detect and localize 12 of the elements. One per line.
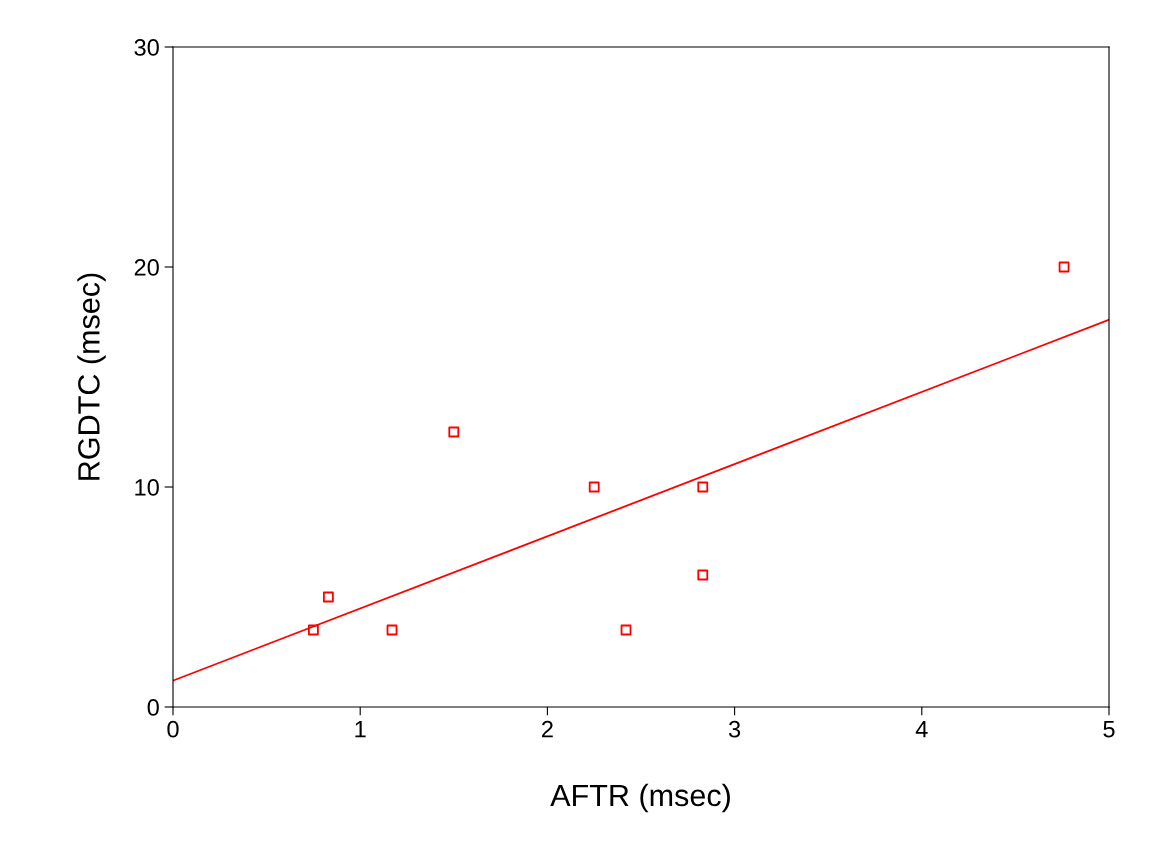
- y-tick-label: 20: [134, 259, 159, 276]
- x-tick-label: 5: [1103, 721, 1115, 738]
- y-tick-label: 0: [147, 699, 159, 716]
- y-tick-label: 30: [134, 39, 159, 56]
- y-axis-title: RGDTC (msec): [77, 273, 106, 480]
- x-tick-label: 3: [728, 720, 741, 738]
- x-tick-label: 4: [915, 721, 928, 738]
- y-tick-label: 10: [135, 479, 159, 496]
- x-tick-label: 0: [167, 720, 179, 738]
- x-axis-title: AFTR (msec): [550, 783, 730, 813]
- x-tick-label: 1: [355, 721, 366, 738]
- x-tick-label: 2: [542, 720, 553, 738]
